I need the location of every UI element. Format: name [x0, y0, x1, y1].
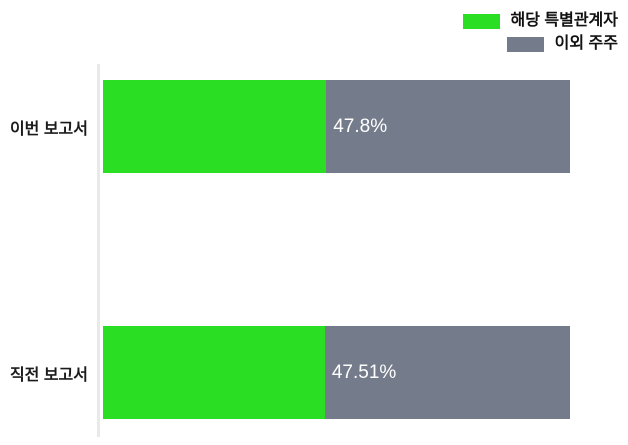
value-label: 47.51% — [331, 362, 397, 383]
stacked-bar: 47.51% — [103, 326, 570, 419]
stacked-bar: 47.8% — [103, 80, 570, 173]
legend-item-other-shareholders: 이외 주주 — [463, 35, 618, 52]
bar-segment-other-shareholders: 47.8% — [326, 80, 570, 173]
bar-segment-special-related — [103, 326, 325, 419]
legend-label: 이외 주주 — [554, 35, 618, 52]
bar-row-previous-report: 직전 보고서 47.51% — [0, 326, 628, 419]
legend-item-special-related: 해당 특별관계자 — [462, 12, 619, 29]
legend-swatch-green — [462, 13, 500, 29]
value-label: 47.8% — [333, 116, 388, 137]
y-axis-line — [97, 64, 100, 437]
legend-label: 해당 특별관계자 — [510, 12, 619, 29]
category-label: 이번 보고서 — [9, 120, 88, 138]
legend: 해당 특별관계자 이외 주주 — [462, 12, 619, 52]
bar-row-current-report: 이번 보고서 47.8% — [0, 80, 628, 173]
bar-segment-other-shareholders: 47.51% — [324, 326, 570, 419]
bar-segment-special-related — [103, 80, 327, 173]
legend-swatch-gray — [506, 36, 544, 52]
category-label: 직전 보고서 — [9, 366, 88, 384]
